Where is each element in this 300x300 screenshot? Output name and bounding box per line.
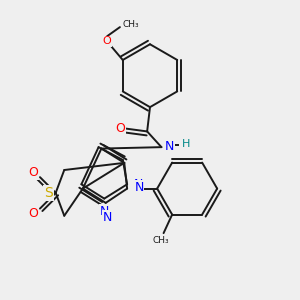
Text: N: N [100,205,109,218]
Text: N: N [165,140,174,153]
Text: N: N [134,178,143,191]
Text: CH₃: CH₃ [152,236,169,245]
Text: O: O [28,207,38,220]
Text: O: O [103,36,111,46]
Text: N: N [102,211,112,224]
Text: S: S [44,186,53,200]
Text: O: O [28,166,38,179]
Text: CH₃: CH₃ [123,20,140,29]
Text: H: H [182,139,190,149]
Text: O: O [116,122,125,135]
Text: N: N [134,181,144,194]
